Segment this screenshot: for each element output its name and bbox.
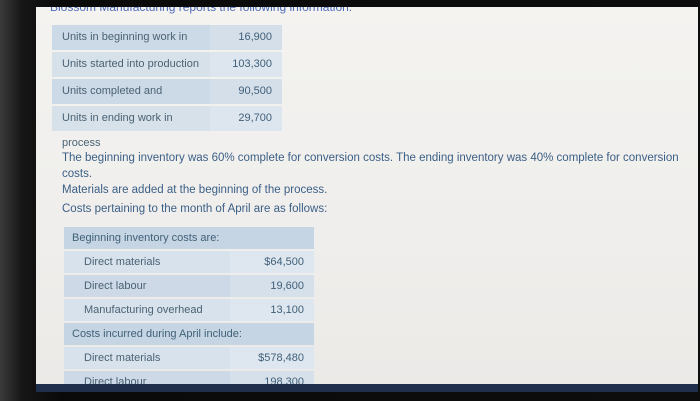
row-label: Units in ending work in process xyxy=(52,106,210,149)
row-value: 90,500 xyxy=(210,79,282,104)
row-label: Manufacturing overhead xyxy=(64,299,230,321)
row-value: 103,300 xyxy=(210,52,282,77)
conversion-note-line2: Materials are added at the beginning of … xyxy=(62,184,328,196)
row-value: 19,600 xyxy=(230,275,314,297)
table-row: Units in beginning work in process 16,90… xyxy=(52,25,282,68)
row-label: Direct materials xyxy=(64,347,230,369)
row-label: Units in beginning work in process xyxy=(52,25,210,68)
clipped-page-title: Blossom Manufacturing reports the follow… xyxy=(50,7,353,14)
row-label: Direct materials xyxy=(64,251,230,273)
table-section-header: Beginning inventory costs are: xyxy=(64,227,314,249)
row-value: $578,480 xyxy=(230,347,314,369)
costs-intro-text: Costs pertaining to the month of April a… xyxy=(62,203,328,215)
conversion-note: The beginning inventory was 60% complete… xyxy=(62,150,687,198)
document-page: Blossom Manufacturing reports the follow… xyxy=(36,7,698,384)
table-row: Direct labour 19,600 xyxy=(64,275,314,297)
row-value: 13,100 xyxy=(230,299,314,321)
row-label: Units started into production xyxy=(52,52,210,77)
row-value: $64,500 xyxy=(230,251,314,273)
table-row: Units in ending work in process 29,700 xyxy=(52,106,282,149)
section-header-label: Costs incurred during April include: xyxy=(64,323,314,345)
section-header-label: Beginning inventory costs are: xyxy=(64,227,314,249)
table-row: Manufacturing overhead 13,100 xyxy=(64,299,314,321)
table-row: Units started into production 103,300 xyxy=(52,52,282,77)
table-row: Direct labour 198,300 xyxy=(64,371,314,384)
table-section-header: Costs incurred during April include: xyxy=(64,323,314,345)
row-value: 29,700 xyxy=(210,106,282,131)
table-row: Direct materials $578,480 xyxy=(64,347,314,369)
row-label: Direct labour xyxy=(64,371,230,384)
bottom-screen-bar xyxy=(36,384,698,392)
units-table: Units in beginning work in process 16,90… xyxy=(52,25,282,149)
table-row: Direct materials $64,500 xyxy=(64,251,314,273)
table-row: Units completed and transferred 90,500 xyxy=(52,79,282,122)
row-value: 16,900 xyxy=(210,25,282,50)
row-label: Units completed and transferred xyxy=(52,79,210,122)
conversion-note-line1: The beginning inventory was 60% complete… xyxy=(62,152,679,180)
row-value: 198,300 xyxy=(230,371,314,384)
costs-table: Beginning inventory costs are: Direct ma… xyxy=(64,227,314,384)
row-label: Direct labour xyxy=(64,275,230,297)
